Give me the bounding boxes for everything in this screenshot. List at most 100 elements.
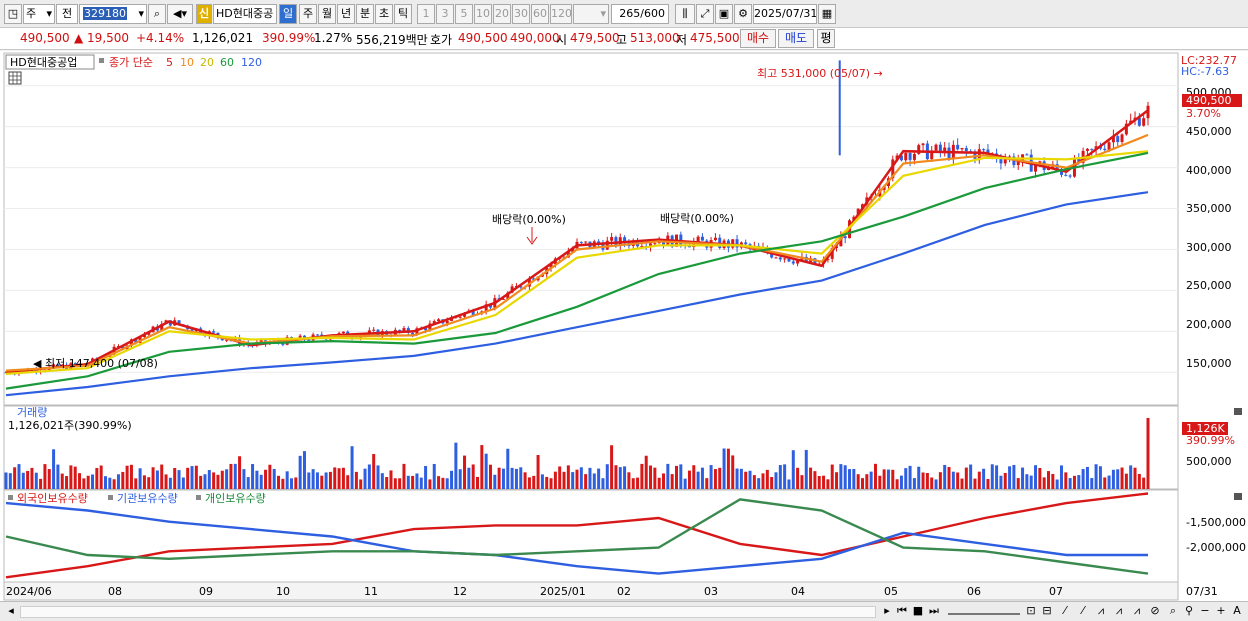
stock-name-field[interactable]: HD현대중공 (213, 4, 277, 24)
volume-bar (458, 469, 462, 489)
stock-code-input[interactable]: 329180 ▾ (79, 4, 147, 24)
period-second-button[interactable]: 초 (375, 4, 393, 24)
period-day-button[interactable]: 일 (279, 4, 297, 24)
zoom-in-icon[interactable]: + (1216, 604, 1226, 617)
x-axis-bar (3, 581, 1179, 601)
volume-bar (545, 476, 549, 489)
price-change: ▲ 19,500 (74, 31, 130, 45)
candle-body (1016, 161, 1020, 166)
volume-bar (787, 479, 791, 489)
scroll-track[interactable] (20, 606, 876, 618)
interval-20-button[interactable]: 20 (493, 4, 511, 24)
candle-body (653, 243, 657, 245)
zoom-box-icon[interactable]: ⊟ (1042, 604, 1052, 617)
search-icon[interactable]: ⌕ (1169, 604, 1177, 617)
search-icon[interactable]: ⌕ (148, 4, 166, 24)
draw-tool-icon[interactable]: ⁄ (1082, 604, 1084, 617)
volume-bar (752, 475, 756, 489)
bottom-scrollbar[interactable]: ◂ ▸ ⏮ ■ ⏭ ⊡ ⊟ ⁄ ⁄ ⩘ ⩘ ⩘ ⊘ ⌕ ⚲ − + A (0, 601, 1248, 621)
volume-bar (155, 470, 159, 489)
chart-tools-icon[interactable]: ⫼ (675, 4, 695, 24)
volume-bar (605, 464, 609, 489)
calendar-icon[interactable]: ▦ (818, 4, 836, 24)
evaluate-button[interactable]: 평 (817, 29, 835, 48)
x-label-04: 04 (791, 585, 805, 598)
candle-body (700, 236, 704, 241)
market-select[interactable]: 주 ▾ (23, 4, 55, 24)
code-type-select[interactable]: 전 (56, 4, 78, 24)
sell-button[interactable]: 매도 (778, 29, 814, 48)
date-input[interactable]: 2025/07/31 (753, 4, 817, 24)
period-month-button[interactable]: 월 (318, 4, 336, 24)
draw-tool-icon[interactable]: ⩘ (1097, 604, 1105, 617)
interval-1-button[interactable]: 1 (417, 4, 435, 24)
draw-tool-icon[interactable]: ⩘ (1115, 604, 1123, 617)
interval-10-button[interactable]: 10 (474, 4, 492, 24)
gear-icon[interactable]: ⚙ (734, 4, 752, 24)
candle-body (943, 147, 947, 152)
lc-label: LC:232.77 (1181, 54, 1237, 67)
period-tick-button[interactable]: 틱 (394, 4, 412, 24)
draw-tool-icon[interactable]: ⩘ (1133, 604, 1141, 617)
period-week-button[interactable]: 주 (299, 4, 317, 24)
volume-bar (562, 471, 566, 489)
volume-bar (324, 472, 328, 489)
volume-bar (181, 477, 185, 489)
y-tick-350000: 350,000 (1186, 202, 1232, 215)
volume-bar (666, 463, 670, 489)
zoom-out-icon[interactable]: − (1200, 604, 1210, 617)
last-page-icon[interactable]: ⏭ (929, 604, 939, 617)
interval-30-button[interactable]: 30 (512, 4, 530, 24)
volume-bar (739, 468, 743, 489)
table-icon[interactable] (8, 71, 22, 85)
volume-bar (480, 445, 484, 489)
x-label-11: 11 (364, 585, 378, 598)
volume-bar (532, 475, 536, 489)
volume-bar (904, 468, 908, 489)
volume-bar (1094, 464, 1098, 489)
legend-name-box (5, 54, 95, 70)
volume-bar (1111, 469, 1115, 489)
interval-3-button[interactable]: 3 (436, 4, 454, 24)
count-display[interactable]: 265/600 (611, 4, 669, 24)
zoom-fit-icon[interactable]: ⊡ (1026, 604, 1036, 617)
window-icon[interactable]: ◳ (4, 4, 22, 24)
zoom-slider[interactable] (948, 607, 1020, 615)
volume-bar (82, 478, 86, 489)
chevron-down-icon: ▾ (600, 7, 606, 20)
volume-panel-close-icon[interactable] (1234, 408, 1242, 415)
chart-svg[interactable]: HD현대중공업 종가 단순 5 10 20 60 120 500,000 450… (0, 51, 1248, 601)
interval-120-button[interactable]: 120 (550, 4, 572, 24)
first-page-icon[interactable]: ⏮ (897, 604, 907, 617)
save-icon[interactable]: ▣ (715, 4, 733, 24)
interval-5-button[interactable]: 5 (455, 4, 473, 24)
scroll-left-icon[interactable]: ◂ (8, 604, 14, 617)
volume-bar (484, 453, 488, 489)
period-minute-button[interactable]: 분 (356, 4, 374, 24)
period-year-button[interactable]: 년 (337, 4, 355, 24)
crosshair-icon[interactable]: ⤢ (696, 4, 714, 24)
volume-bar (731, 455, 735, 489)
volume-bar (333, 467, 337, 489)
chart-area[interactable]: HD현대중공업 종가 단순 5 10 20 60 120 500,000 450… (0, 51, 1248, 601)
draw-tool-icon[interactable]: ⊘ (1150, 604, 1160, 617)
candle-body (484, 304, 488, 312)
volume-bar (631, 478, 635, 489)
draw-tool-icon[interactable]: ⁄ (1064, 604, 1066, 617)
volume-bar (683, 478, 687, 489)
x-label-2025-01: 2025/01 (540, 585, 586, 598)
interval-custom-select[interactable]: ▾ (573, 4, 609, 24)
magnifier-icon[interactable]: ⚲ (1184, 604, 1194, 617)
stop-icon[interactable]: ■ (912, 604, 924, 617)
interval-60-button[interactable]: 60 (531, 4, 549, 24)
volume-bar (549, 478, 553, 489)
volume-bar (765, 469, 769, 489)
speaker-icon[interactable]: ◀▾ (167, 4, 193, 24)
ma-line-10 (5, 133, 1149, 372)
font-size-icon[interactable]: A (1233, 604, 1241, 617)
buy-button[interactable]: 매수 (740, 29, 776, 48)
holding-panel-close-icon[interactable] (1234, 493, 1242, 500)
candle-body (1077, 158, 1081, 163)
volume-bar (817, 476, 821, 489)
scroll-right-icon[interactable]: ▸ (884, 604, 890, 617)
